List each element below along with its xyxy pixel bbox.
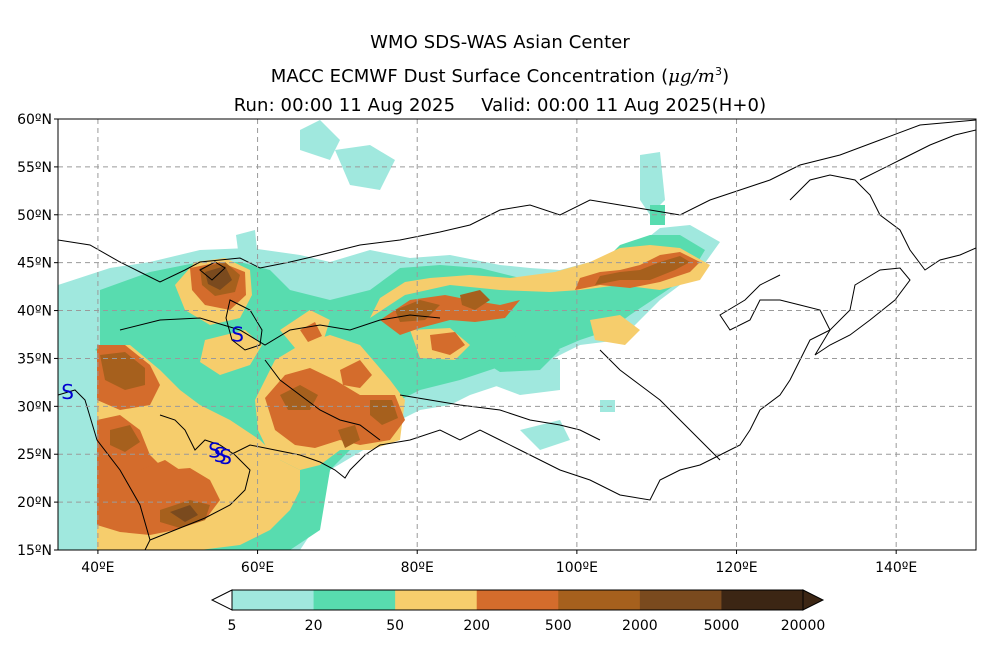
dust-patch (590, 315, 640, 345)
dust-patch (300, 120, 340, 160)
lat-tick-label: 35ºN (17, 351, 52, 367)
lon-tick-label: 120ºE (715, 560, 757, 576)
dust-patch (650, 205, 665, 225)
arabian-peninsula-coast (149, 414, 251, 541)
northern-border-line (58, 119, 976, 283)
unit-mu: μ (668, 66, 681, 87)
run-time: Run: 00:00 11 Aug 2025 (233, 95, 456, 116)
dust-patch (300, 322, 322, 342)
dust-patch (520, 420, 570, 450)
lat-tick-label: 55ºN (17, 160, 52, 176)
colorbar-label: 20000 (781, 618, 826, 634)
colorbar-segment (558, 590, 641, 610)
east-china-border (599, 349, 721, 461)
title-line-2: MACC ECMWF Dust Surface Concentration (μ… (0, 57, 1000, 91)
colorbar-label: 50 (386, 618, 404, 634)
colorbar-over-arrow (802, 589, 825, 611)
lon-tick-label: 40ºE (81, 560, 114, 576)
dust-patch (478, 335, 560, 372)
south-coastline (229, 274, 831, 501)
colorbar-segment (232, 590, 315, 610)
lon-tick-label: 100ºE (556, 560, 598, 576)
colorbar-under-arrow (210, 589, 233, 611)
unit-close: ) (722, 66, 730, 87)
colorbar-label: 20 (305, 618, 323, 634)
unit-text: g/m (680, 66, 715, 87)
dust-field (58, 120, 720, 550)
unit-exponent: 3 (714, 65, 723, 78)
valid-time: Valid: 00:00 11 Aug 2025(H+0) (481, 95, 767, 116)
dust-level-2000-5000 (170, 266, 232, 522)
title-line-1: WMO SDS-WAS Asian Center (370, 32, 630, 53)
colorbar-label: 200 (463, 618, 490, 634)
dust-patch (280, 385, 318, 410)
colorbar-segment (721, 590, 804, 610)
dust-patch (140, 460, 180, 485)
lat-tick-label: 30ºN (17, 399, 52, 415)
dust-patch (200, 330, 262, 375)
colorbar-label: 2000 (622, 618, 658, 634)
coastlines-and-borders (58, 119, 976, 550)
colorbar-segment (395, 590, 478, 610)
colorbar-label: 5 (228, 618, 237, 634)
station-marker: S (231, 323, 244, 347)
dust-patch (100, 352, 145, 390)
lat-tick-label: 45ºN (17, 256, 52, 272)
colorbar-segment (639, 590, 722, 610)
japan-outline (814, 267, 911, 356)
lon-tick-label: 60ºE (241, 560, 274, 576)
central-asia-border (119, 314, 441, 346)
dust-patch (170, 505, 198, 522)
lat-tick-label: 40ºN (17, 304, 52, 320)
colorbar-label: 500 (545, 618, 572, 634)
title-line-2-text: MACC ECMWF Dust Surface Concentration ( (270, 66, 669, 87)
station-marker: S (208, 438, 221, 462)
colorbar-segment (476, 590, 559, 610)
station-marker: S (214, 443, 227, 467)
lon-tick-label: 140ºE (875, 560, 917, 576)
colorbar-segment (313, 590, 396, 610)
dust-patch (110, 425, 140, 452)
map-gridlines (58, 119, 976, 550)
northeast-coast (789, 174, 976, 271)
map-title-block: WMO SDS-WAS Asian Center MACC ECMWF Dust… (0, 28, 1000, 120)
title-line-3: Run: 00:00 11 Aug 2025 Valid: 00:00 11 Au… (0, 91, 1000, 120)
dust-patch (430, 332, 465, 355)
latitude-labels: 60ºN 55ºN 50ºN 45ºN 40ºN 35ºN 30ºN 25ºN 20ºN 15ºN (17, 112, 58, 559)
dust-patch (340, 360, 372, 388)
dust-patch (370, 245, 710, 318)
station-marker: S (219, 445, 232, 469)
colorbar (210, 589, 825, 611)
aral-sea-outline (199, 261, 226, 281)
lat-tick-label: 60ºN (17, 112, 52, 128)
lon-tick-label: 80ºE (401, 560, 434, 576)
dust-patch (335, 145, 395, 190)
lat-tick-label: 50ºN (17, 208, 52, 224)
dust-patch (236, 230, 258, 265)
lat-tick-label: 25ºN (17, 447, 52, 463)
lat-tick-label: 20ºN (17, 495, 52, 511)
dust-patch (338, 425, 360, 448)
iran-pakistan-border (264, 359, 381, 441)
dust-patch (205, 266, 232, 290)
dust-patch (595, 256, 690, 285)
caspian-sea-outline (225, 299, 263, 351)
dust-patch (640, 152, 665, 215)
colorbar-label: 5000 (704, 618, 740, 634)
dust-patch (460, 290, 490, 310)
lat-tick-label: 15ºN (17, 543, 52, 559)
red-sea-coast-west (58, 389, 151, 550)
colorbar-labels: 5 20 50 200 500 2000 5000 20000 (228, 618, 826, 634)
colorbar-frame (231, 589, 804, 611)
station-marker: S (61, 380, 74, 404)
longitude-labels: 40ºE 60ºE 80ºE 100ºE 120ºE 140ºE (81, 550, 917, 576)
map-frame (57, 118, 977, 551)
